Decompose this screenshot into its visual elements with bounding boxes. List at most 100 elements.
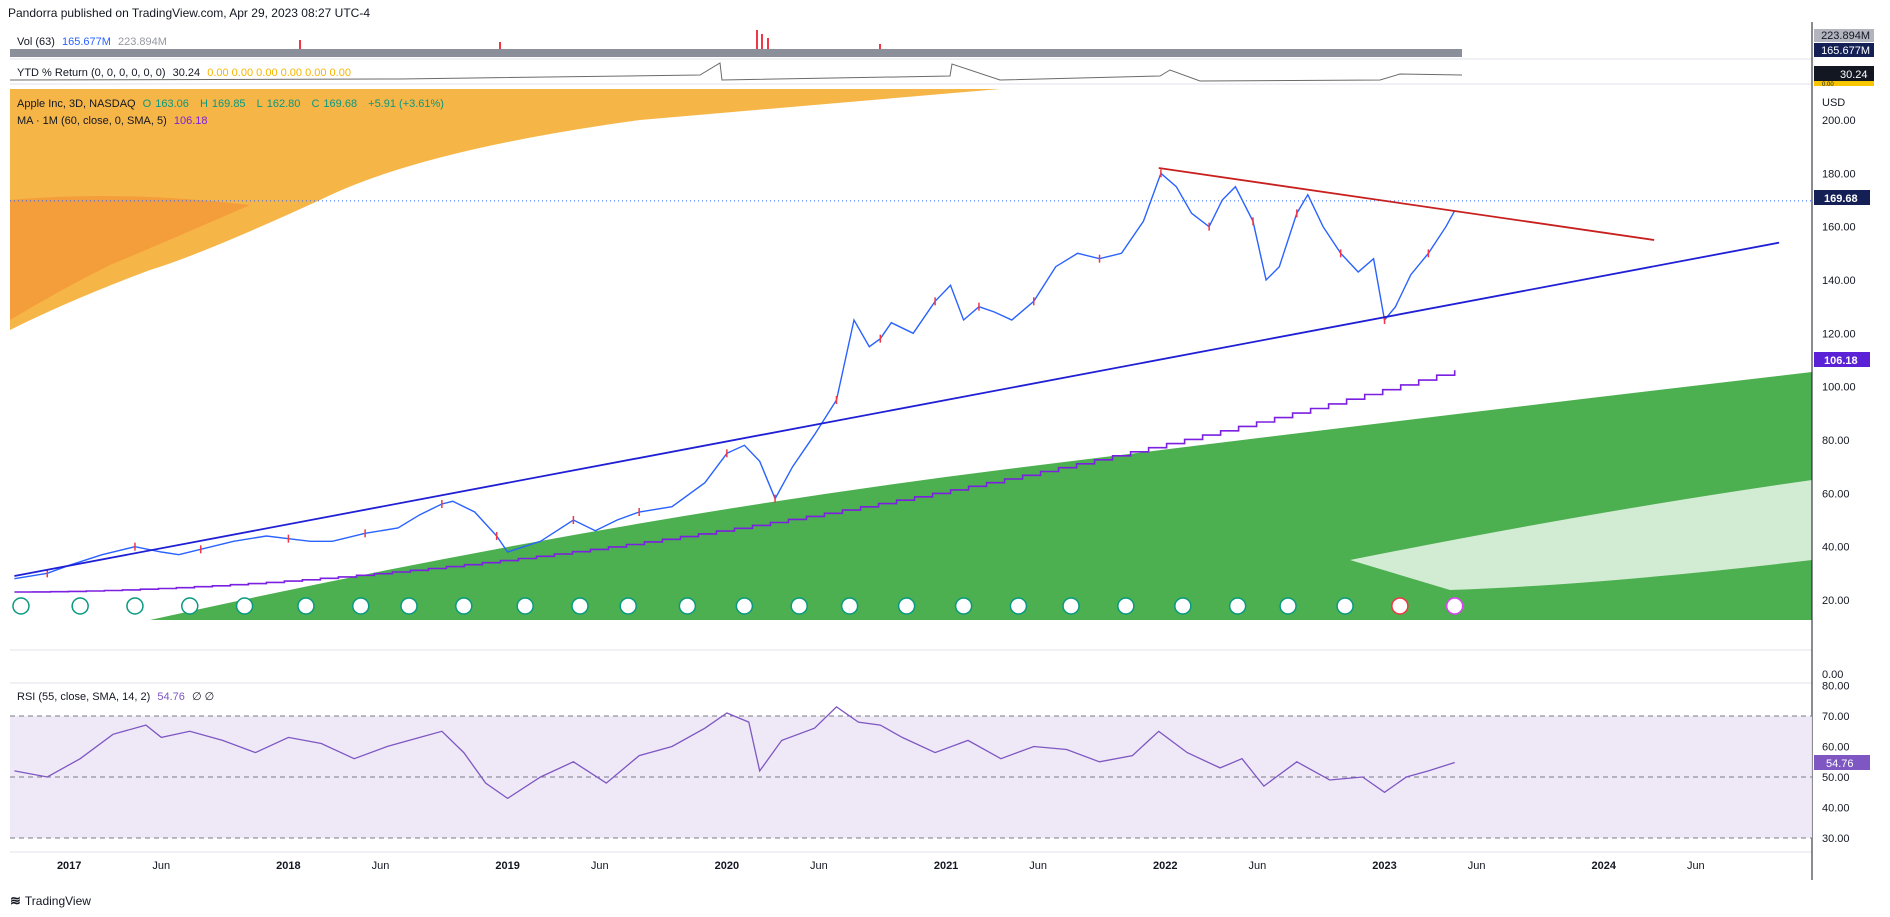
time-tick-label: 2020: [715, 860, 739, 872]
time-tick-label: 2019: [495, 860, 519, 872]
support-trendline: [14, 241, 1780, 577]
svg-text:106.18: 106.18: [1824, 355, 1858, 367]
ma-line: [14, 370, 1456, 593]
vol-label-1: 223.894M: [1821, 30, 1870, 42]
tv-logo-text: TradingView: [24, 894, 91, 908]
earnings-icon: [1009, 597, 1028, 615]
price-tick-label: 120.00: [1822, 328, 1856, 340]
ma-label: MA · 1M (60, close, 0, SMA, 5): [17, 115, 167, 127]
rsi-legend[interactable]: RSI (55, close, SMA, 14, 2) 54.76 ∅ ∅: [17, 690, 218, 703]
earnings-icon: [1279, 597, 1297, 615]
time-tick-label: 2024: [1591, 860, 1616, 872]
time-tick-label: Jun: [1029, 860, 1047, 872]
publish-info: Pandorra published on TradingView.com, A…: [8, 6, 371, 20]
ma-legend[interactable]: MA · 1M (60, close, 0, SMA, 5) 106.18: [17, 115, 212, 127]
price-tick-label: 80.00: [1822, 435, 1850, 447]
price-change: +5.91 (+3.61%): [368, 98, 444, 110]
earnings-icon: [235, 597, 254, 615]
svg-text:54.76: 54.76: [1826, 758, 1854, 770]
time-tick-label: Jun: [152, 860, 170, 872]
resistance-trendline: [1158, 167, 1655, 241]
vol-value-1: 165.677M: [61, 36, 111, 48]
green-zone-light: [1350, 480, 1812, 590]
ytd-label-bg: [1814, 66, 1874, 81]
earnings-icon: [455, 597, 473, 615]
rsi-value: 54.76: [157, 691, 185, 703]
rsi-pane: [10, 706, 1812, 839]
earnings-icon: [1391, 597, 1409, 615]
volume-legend[interactable]: Vol (63) 165.677M 223.894M: [17, 36, 171, 48]
rsi-tick-label: 70.00: [1822, 711, 1850, 723]
time-tick-label: Jun: [1468, 860, 1486, 872]
time-tick-label: 2018: [276, 860, 300, 872]
symbol-name: Apple Inc, 3D, NASDAQ: [17, 98, 136, 110]
rsi-line: [14, 706, 1455, 800]
earnings-icon: [71, 597, 89, 615]
earnings-icon: [619, 597, 637, 615]
price-axis[interactable]: 20.00 40.00 60.00 80.00 100.00 120.00 140.00 16…: [1822, 115, 1856, 607]
rsi-tick-label: 60.00: [1822, 742, 1850, 754]
price-tick-label: 180.00: [1822, 168, 1856, 180]
earnings-icon: [840, 597, 859, 615]
rsi-tick-label: 30.00: [1822, 833, 1850, 845]
earnings-markers[interactable]: [12, 597, 1464, 615]
vol-label-bg-1: [1814, 29, 1874, 42]
earnings-icon: [516, 597, 534, 615]
earnings-icon: [400, 597, 418, 615]
vol-label: Vol (63): [17, 36, 55, 48]
rsi-tick-label: 40.00: [1822, 803, 1850, 815]
price-tick-label: 140.00: [1822, 275, 1856, 287]
rsi-tick-label: 50.00: [1822, 772, 1850, 784]
price-tick-label: 200.00: [1822, 115, 1856, 127]
earnings-icon: [1062, 597, 1080, 615]
tradingview-logo[interactable]: ≋ TradingView: [10, 893, 91, 909]
ma-price-tag: 106.18: [1814, 352, 1870, 367]
rsi-label: RSI (55, close, SMA, 14, 2): [17, 691, 151, 703]
volume-pane: [10, 30, 1462, 57]
earnings-icon: [790, 597, 808, 615]
time-tick-label: Jun: [1687, 860, 1705, 872]
ytd-zero-bg: [1814, 81, 1874, 86]
rsi-extra: ∅ ∅: [191, 691, 215, 703]
ohlc-h: H 169.85: [199, 98, 246, 110]
ytd-zeros: 0.00 0.00 0.00 0.00 0.00 0.00: [207, 67, 351, 79]
earnings-icon: [1336, 597, 1354, 615]
ytd-label: YTD % Return (0, 0, 0, 0, 0, 0): [17, 67, 166, 79]
earnings-icon: [352, 597, 370, 615]
price-tick-label: 100.00: [1822, 382, 1856, 394]
price-tick-label: 60.00: [1822, 488, 1850, 500]
earnings-icon: [678, 597, 697, 615]
earnings-icon: [954, 597, 973, 615]
svg-text:169.68: 169.68: [1824, 193, 1858, 205]
time-tick-label: 2021: [934, 860, 958, 872]
time-axis[interactable]: 2017 Jun 2018 Jun 2019 Jun 2020 Jun 2021 Jun 2022 J…: [57, 860, 1705, 872]
earnings-icon: [1117, 597, 1135, 615]
ohlc-l: L 162.80: [256, 98, 301, 110]
sentiment-zones: [10, 89, 1812, 620]
ytd-legend[interactable]: YTD % Return (0, 0, 0, 0, 0, 0) 30.24 0.…: [17, 67, 355, 79]
time-tick-label: Jun: [591, 860, 609, 872]
volume-axis-labels: 223.894M 165.677M: [1814, 29, 1874, 57]
ytd-zero-label: 0.00: [1822, 82, 1834, 88]
ohlc-o: O 163.06: [142, 98, 189, 110]
price-tick-label: 20.00: [1822, 595, 1850, 607]
price-tick-label: 40.00: [1822, 542, 1850, 554]
ytd-pane: [9, 62, 1463, 82]
rsi-tick-label: 0.00: [1822, 669, 1843, 681]
currency-label: USD: [1822, 97, 1845, 109]
time-tick-label: Jun: [810, 860, 828, 872]
orange-zone-deep: [10, 196, 250, 320]
volume-spikes: [299, 30, 881, 49]
earnings-icon: [571, 597, 589, 615]
time-tick-label: 2022: [1153, 860, 1177, 872]
earnings-icon: [126, 597, 144, 615]
volume-area: [10, 49, 1462, 57]
time-tick-label: 2017: [57, 860, 81, 872]
rsi-axis[interactable]: 0.00 30.00 40.00 50.00 60.00 70.00 80.00: [1822, 669, 1850, 845]
orange-zone: [10, 89, 1000, 330]
earnings-icon: [1228, 597, 1247, 615]
vol-label-2: 165.677M: [1821, 45, 1870, 57]
ytd-value: 30.24: [172, 67, 201, 79]
